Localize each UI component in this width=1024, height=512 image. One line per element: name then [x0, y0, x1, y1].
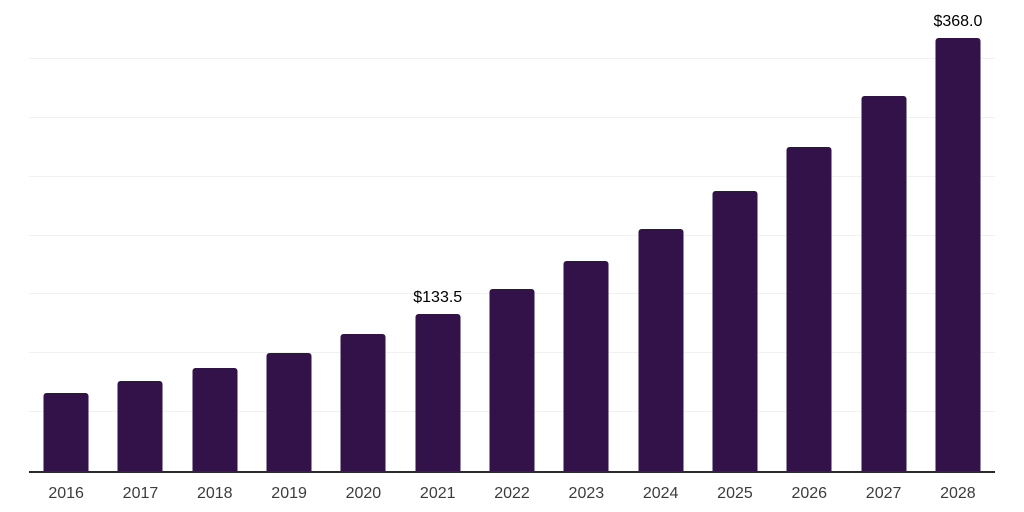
- bar-slot-2016: [29, 0, 103, 471]
- bar-slot-2027: [846, 0, 920, 471]
- bar-slot-2020: [326, 0, 400, 471]
- bar-slot-2021: $133.5: [401, 0, 475, 471]
- x-tick-2019: 2019: [271, 485, 307, 502]
- gridline-300: [29, 116, 995, 118]
- bar-2018: [192, 368, 238, 471]
- bar-slot-2018: [178, 0, 252, 471]
- bar-2024: [638, 228, 684, 471]
- x-tick-2017: 2017: [122, 485, 159, 502]
- x-axis-labels: 2016 2017 2018 2019 2020 2021 2022 2023 2024 2025…: [29, 484, 995, 503]
- bar-slot-2023: [549, 0, 623, 471]
- x-tick-2023: 2023: [568, 485, 605, 502]
- bars: $133.5 $368.0: [29, 0, 995, 471]
- x-tick-2024: 2024: [642, 485, 679, 502]
- gridline-350: [29, 57, 995, 59]
- bar-2026: [786, 146, 832, 471]
- bar-2028: [935, 37, 981, 471]
- bar-slot-2025: [698, 0, 772, 471]
- bar-slot-2028: $368.0: [921, 0, 995, 471]
- bar-slot-2017: [103, 0, 177, 471]
- value-label-2028: $368.0: [933, 12, 983, 30]
- plot-area: $133.5 $368.0: [29, 0, 995, 473]
- x-tick-2016: 2016: [48, 485, 84, 502]
- x-tick-2027: 2027: [865, 485, 902, 502]
- bar-2021: [415, 313, 461, 471]
- bar-slot-2019: [252, 0, 326, 471]
- bar-slot-2026: [772, 0, 846, 471]
- gridline-200: [29, 234, 995, 236]
- x-tick-2026: 2026: [791, 485, 828, 502]
- bar-slot-2022: [475, 0, 549, 471]
- gridline-250: [29, 175, 995, 177]
- x-tick-2021: 2021: [419, 485, 456, 502]
- bar-2023: [563, 260, 609, 471]
- bar-2017: [117, 381, 163, 471]
- x-tick-2025: 2025: [717, 485, 753, 502]
- bar-2025: [712, 190, 758, 471]
- bar-2020: [340, 333, 386, 471]
- bar-2016: [43, 393, 89, 471]
- x-tick-2028: 2028: [940, 485, 976, 502]
- x-tick-2022: 2022: [494, 485, 530, 502]
- bar-2022: [489, 288, 535, 471]
- x-tick-2020: 2020: [345, 485, 382, 502]
- value-label-2021: $133.5: [413, 288, 463, 306]
- x-tick-2018: 2018: [196, 485, 233, 502]
- bar-slot-2024: [624, 0, 698, 471]
- bar-2019: [266, 352, 312, 471]
- bar-2027: [861, 95, 907, 471]
